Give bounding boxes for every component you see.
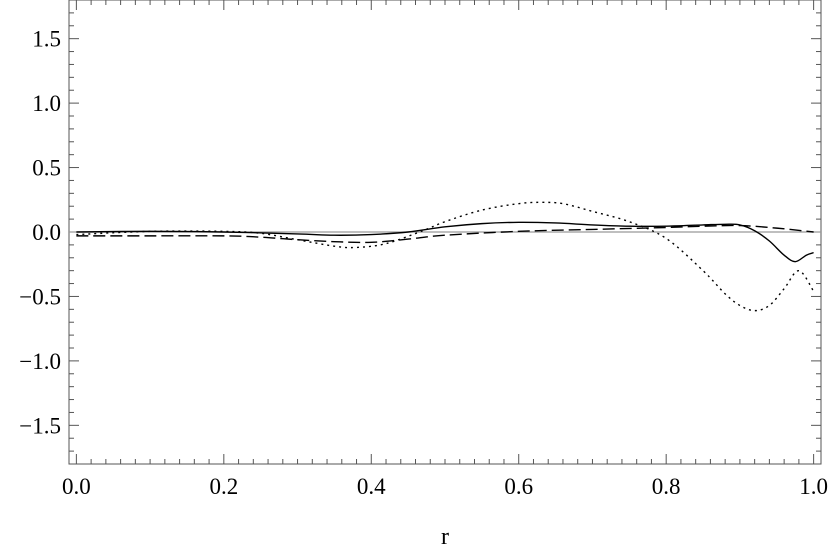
y-tick-label: 1.5 [32,27,61,52]
y-tick-label: 0.0 [32,220,61,245]
y-tick-label: −1.5 [19,413,61,438]
x-axis-ticks: 0.0 0.2 0.4 0.6 0.8 1.0 [62,0,828,499]
y-axis-ticks: 1.5 1.0 0.5 0.0 −0.5 −1.0 −1.5 [19,0,821,465]
dotted-series-line [76,201,815,312]
series-layer [76,201,815,312]
x-tick-label: 0.6 [504,474,533,499]
x-tick-label: 1.0 [799,474,828,499]
x-axis-label: r [441,524,449,550]
x-tick-label: 0.0 [62,474,91,499]
y-tick-label: 1.0 [32,91,61,116]
dashed-series-line [76,224,814,244]
y-tick-label: −1.0 [19,349,61,374]
y-tick-label: −0.5 [19,284,61,309]
x-tick-label: 0.4 [357,474,386,499]
y-tick-label: 0.5 [32,156,61,181]
x-tick-label: 0.2 [209,474,238,499]
x-tick-label: 0.8 [652,474,681,499]
solid-series-line [76,221,814,263]
